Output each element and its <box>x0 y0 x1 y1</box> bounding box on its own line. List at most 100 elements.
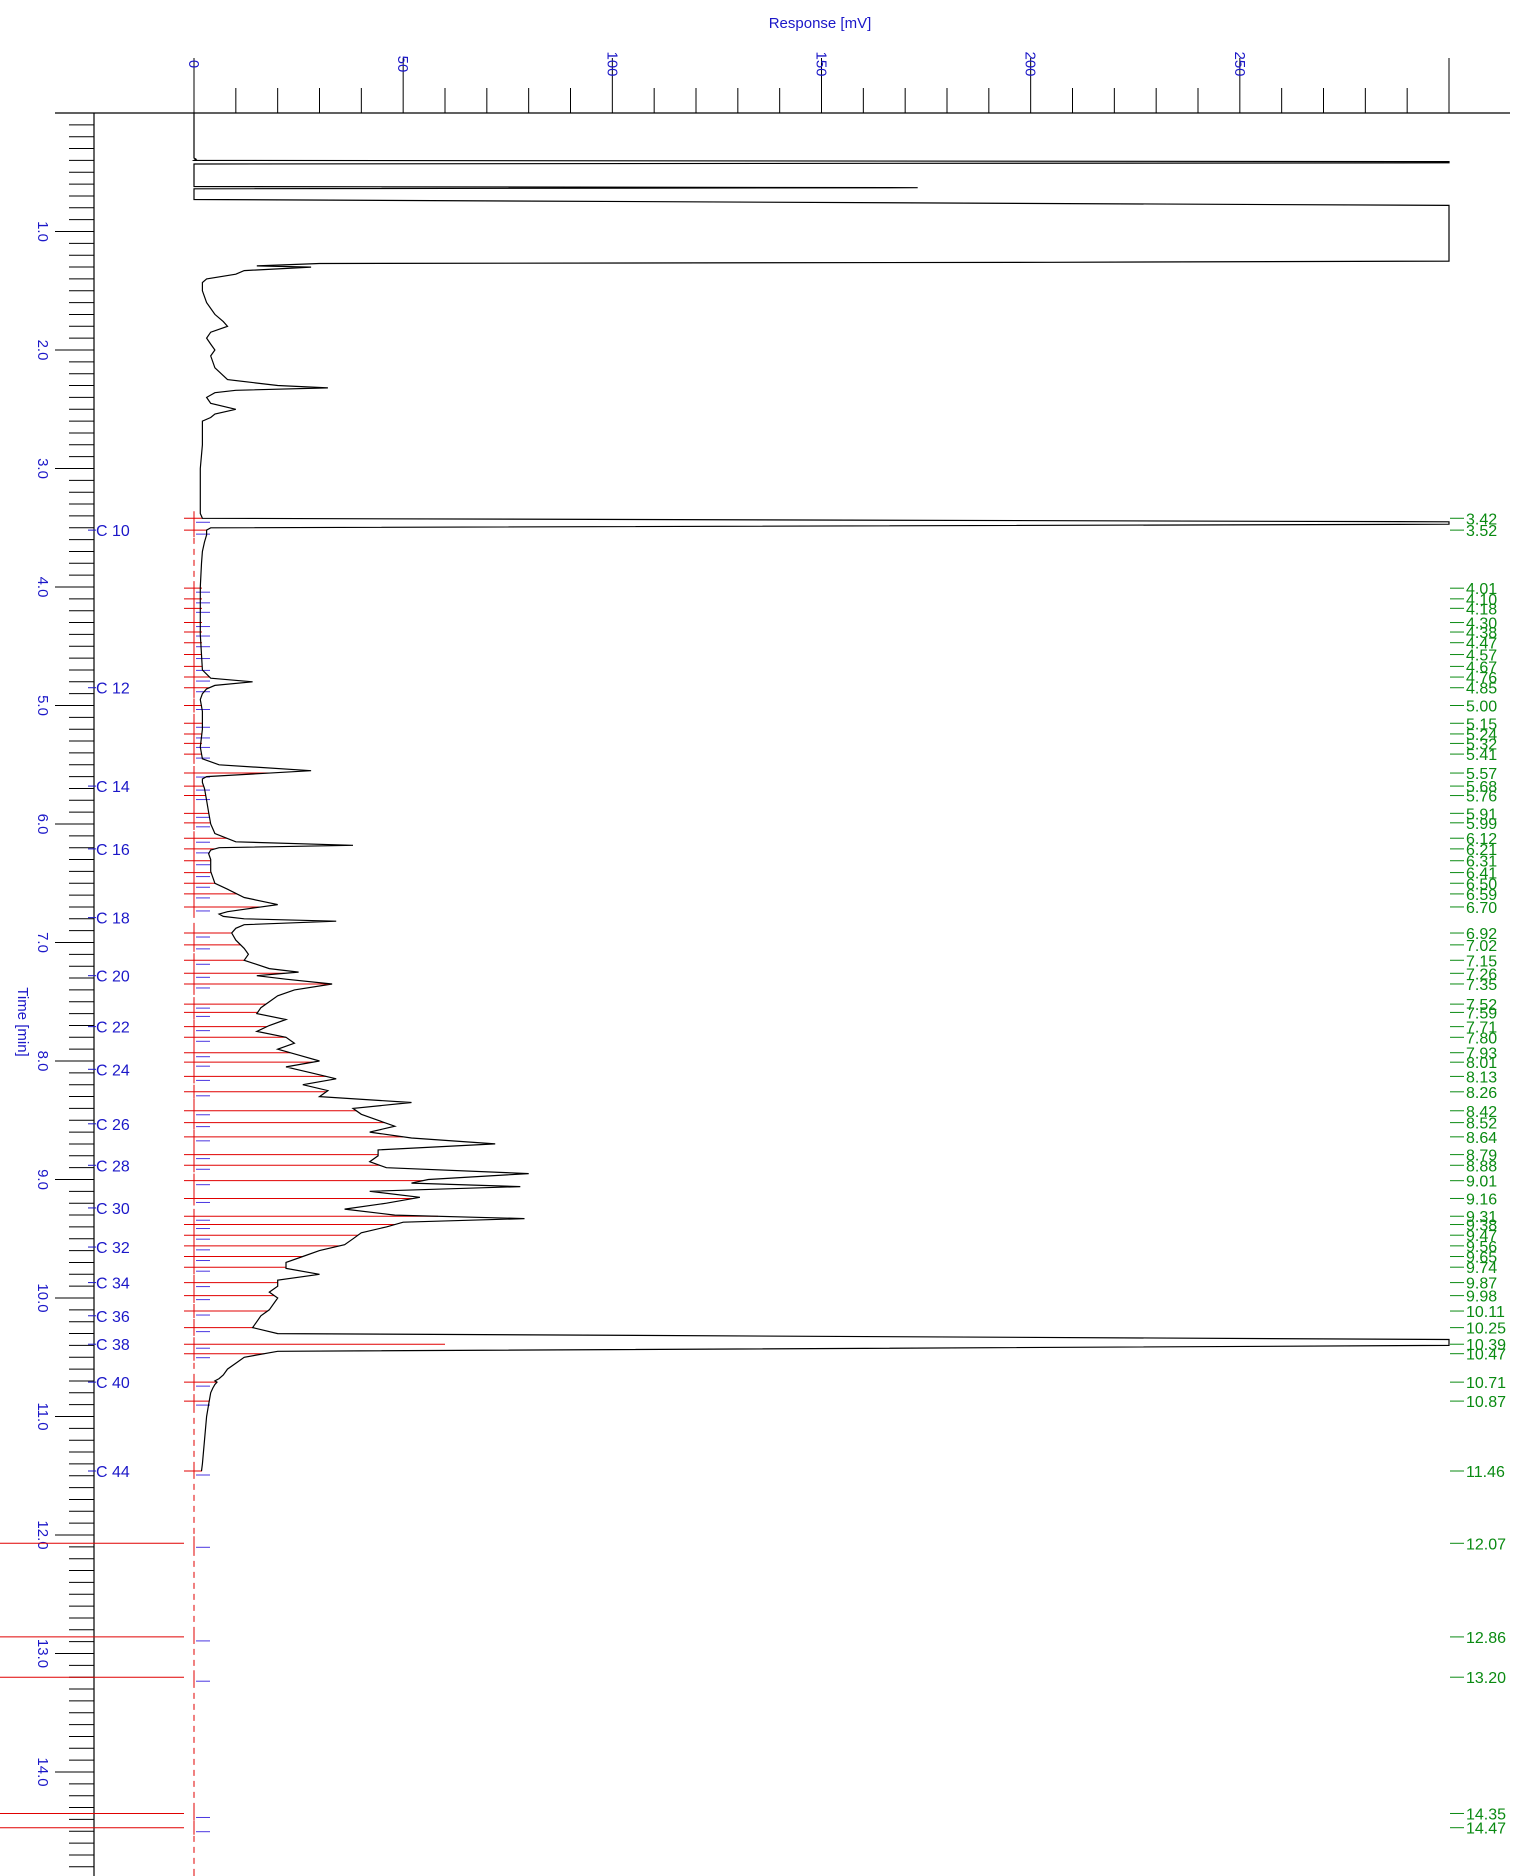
retention-time-label: 8.79 <box>1466 1148 1497 1165</box>
retention-time-label: 7.59 <box>1466 1005 1497 1022</box>
retention-time-label: 7.15 <box>1466 953 1497 970</box>
retention-time-label: 5.76 <box>1466 789 1497 806</box>
carbon-marker-label: C 36 <box>96 1309 130 1326</box>
retention-time-label: 4.10 <box>1466 592 1497 609</box>
retention-time-label: 13.20 <box>1466 1670 1506 1687</box>
x-tick-label: 200 <box>1022 51 1039 76</box>
retention-time-label: 10.47 <box>1466 1347 1506 1364</box>
retention-time-label: 9.87 <box>1466 1276 1497 1293</box>
retention-time-label: 5.68 <box>1466 779 1497 796</box>
retention-time-label: 5.41 <box>1466 747 1497 764</box>
carbon-marker-label: C 26 <box>96 1117 130 1134</box>
retention-time-label: 4.18 <box>1466 601 1497 618</box>
retention-time-label: 7.93 <box>1466 1046 1497 1063</box>
y-tick-label: 6.0 <box>34 814 51 835</box>
retention-time-label: 6.50 <box>1466 876 1497 893</box>
retention-time-label: 10.87 <box>1466 1394 1506 1411</box>
retention-time-label: 14.35 <box>1466 1806 1506 1823</box>
retention-time-label: 4.38 <box>1466 625 1497 642</box>
retention-time-label: 9.38 <box>1466 1218 1497 1235</box>
retention-time-label: 6.70 <box>1466 900 1497 917</box>
x-axis-title: Response [mV] <box>769 15 872 32</box>
carbon-marker-label: C 34 <box>96 1276 130 1293</box>
carbon-marker-label: C 20 <box>96 969 130 986</box>
y-tick-label: 3.0 <box>34 458 51 479</box>
retention-time-label: 3.42 <box>1466 511 1497 528</box>
y-tick-label: 11.0 <box>34 1402 51 1430</box>
y-axis-title: Time [min] <box>14 987 31 1056</box>
y-tick-label: 8.0 <box>34 1051 51 1072</box>
retention-time-label: 4.85 <box>1466 681 1497 698</box>
retention-time-label: 3.52 <box>1466 523 1497 540</box>
y-tick-label: 12.0 <box>34 1520 51 1549</box>
carbon-markers: C 10 C 12 C 14 C 16 C 18 C 20 C 22 C 24 C 26 C 28… <box>88 523 130 1481</box>
retention-time-label: 9.65 <box>1466 1250 1497 1267</box>
y-tick-label: 13.0 <box>34 1639 51 1668</box>
retention-time-label: 8.64 <box>1466 1130 1497 1147</box>
retention-time-label: 9.31 <box>1466 1209 1497 1226</box>
x-tick-label: 150 <box>813 51 830 76</box>
integration-marks <box>0 511 445 1876</box>
carbon-marker-label: C 10 <box>96 523 130 540</box>
retention-time-label: 10.39 <box>1466 1337 1506 1354</box>
retention-time-labels: 3.423.52 4.014.104.184.304.384.474.574.67… <box>1450 511 1506 1876</box>
carbon-marker-label: C 30 <box>96 1201 130 1218</box>
carbon-marker-label: C 14 <box>96 779 130 796</box>
retention-time-label: 6.59 <box>1466 887 1497 904</box>
x-tick-label: 50 <box>394 56 411 73</box>
retention-time-label: 12.07 <box>1466 1536 1506 1553</box>
retention-time-label: 5.91 <box>1466 806 1497 823</box>
retention-time-label: 7.80 <box>1466 1030 1497 1047</box>
y-tick-label: 4.0 <box>34 577 51 598</box>
retention-time-label: 7.26 <box>1466 966 1497 983</box>
retention-time-label: 6.31 <box>1466 854 1497 871</box>
retention-time-label: 9.74 <box>1466 1260 1497 1277</box>
retention-time-label: 8.42 <box>1466 1104 1497 1121</box>
x-tick-label: 250 <box>1231 51 1248 76</box>
carbon-marker-label: C 22 <box>96 1020 130 1037</box>
retention-time-label: 8.88 <box>1466 1158 1497 1175</box>
retention-time-label: 8.52 <box>1466 1116 1497 1133</box>
retention-time-label: 7.71 <box>1466 1020 1497 1037</box>
carbon-marker-label: C 38 <box>96 1337 130 1354</box>
retention-time-label: 8.01 <box>1466 1055 1497 1072</box>
retention-time-label: 4.76 <box>1466 670 1497 687</box>
retention-time-label: 4.01 <box>1466 581 1497 598</box>
retention-time-label: 11.46 <box>1466 1464 1505 1481</box>
carbon-marker-label: C 28 <box>96 1158 130 1175</box>
carbon-marker-label: C 40 <box>96 1375 130 1392</box>
retention-time-label: 9.01 <box>1466 1174 1497 1191</box>
carbon-marker-label: C 18 <box>96 911 130 928</box>
retention-time-label: 4.67 <box>1466 659 1497 676</box>
carbon-marker-label: C 16 <box>96 842 130 859</box>
retention-time-label: 12.86 <box>1466 1630 1506 1647</box>
retention-time-label: 10.25 <box>1466 1321 1506 1338</box>
y-tick-label: 1.0 <box>34 221 51 242</box>
retention-time-label: 4.47 <box>1466 636 1497 653</box>
retention-time-label: 6.21 <box>1466 842 1497 859</box>
baseline-marks <box>196 521 210 1833</box>
y-tick-label: 5.0 <box>34 695 51 716</box>
y-tick-label: 14.0 <box>34 1757 51 1786</box>
retention-time-label: 9.16 <box>1466 1191 1497 1208</box>
carbon-marker-label: C 24 <box>96 1062 130 1079</box>
y-tick-label: 10.0 <box>34 1283 51 1312</box>
retention-time-label: 10.11 <box>1466 1304 1505 1321</box>
retention-time-label: 8.13 <box>1466 1069 1497 1086</box>
retention-time-label: 14.92 <box>1466 1874 1506 1876</box>
retention-time-label: 5.24 <box>1466 727 1497 744</box>
retention-time-label: 14.47 <box>1466 1821 1506 1838</box>
axes: 0 50 100 150 200 250 1.0 2.0 3.0 4.0 5.0 6.0 7.0 8.0 9… <box>34 51 1510 1876</box>
retention-time-label: 9.56 <box>1466 1239 1497 1256</box>
retention-time-label: 6.92 <box>1466 926 1497 943</box>
retention-time-label: 10.71 <box>1466 1375 1506 1392</box>
carbon-marker-label: C 12 <box>96 681 130 698</box>
x-tick-label: 0 <box>185 60 202 68</box>
x-tick-label: 100 <box>603 51 620 76</box>
retention-time-label: 4.57 <box>1466 648 1497 665</box>
y-tick-label: 2.0 <box>34 340 51 361</box>
retention-time-label: 9.47 <box>1466 1228 1497 1245</box>
retention-time-label: 7.52 <box>1466 997 1497 1014</box>
y-tick-label: 7.0 <box>34 932 51 953</box>
